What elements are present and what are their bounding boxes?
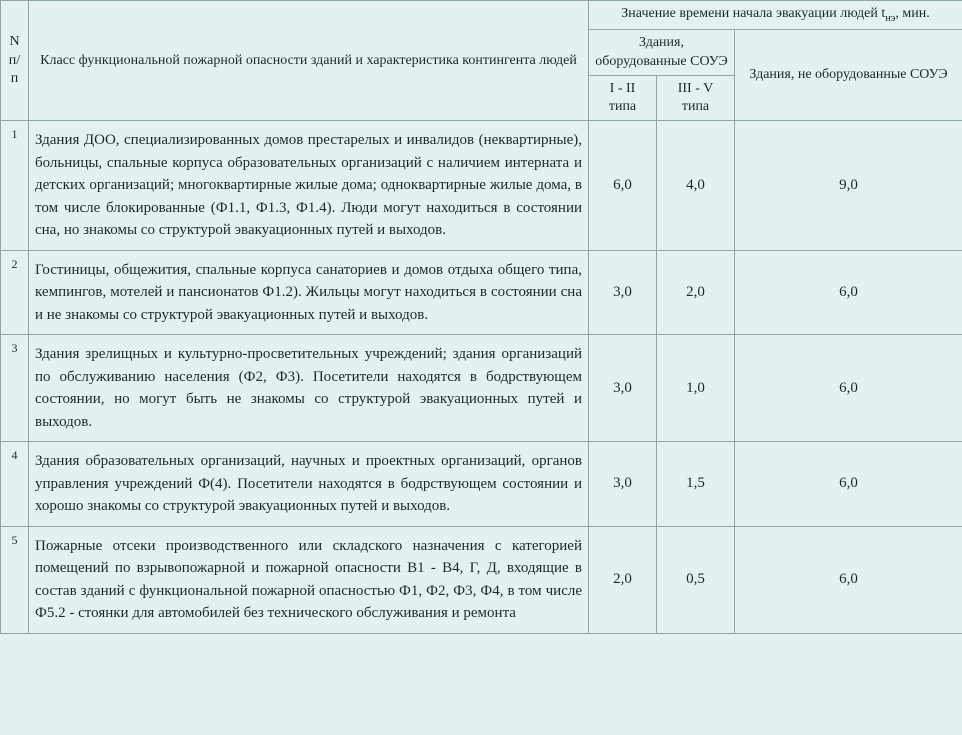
- row-value-v1: 3,0: [589, 442, 657, 527]
- row-value-v2: 4,0: [657, 121, 735, 251]
- row-description: Здания ДОО, специализированных домов пре…: [29, 121, 589, 251]
- row-value-v3: 6,0: [735, 526, 962, 633]
- header-type-a: I - II типа: [589, 75, 657, 120]
- row-description: Здания образовательных организаций, науч…: [29, 442, 589, 527]
- row-value-v3: 6,0: [735, 250, 962, 335]
- table-row: 2Гостиницы, общежития, спальные корпуса …: [1, 250, 962, 335]
- row-value-v1: 3,0: [589, 335, 657, 442]
- row-value-v2: 1,0: [657, 335, 735, 442]
- row-value-v1: 6,0: [589, 121, 657, 251]
- table-row: 5Пожарные отсеки производственного или с…: [1, 526, 962, 633]
- row-value-v1: 3,0: [589, 250, 657, 335]
- table-row: 3Здания зрелищных и культурно-просветите…: [1, 335, 962, 442]
- row-number: 4: [1, 442, 29, 527]
- row-number: 3: [1, 335, 29, 442]
- header-time-prefix: Значение времени начала эвакуации людей …: [621, 6, 885, 21]
- header-time-group: Значение времени начала эвакуации людей …: [589, 1, 962, 30]
- row-number: 5: [1, 526, 29, 633]
- row-description: Гостиницы, общежития, спальные корпуса с…: [29, 250, 589, 335]
- row-value-v2: 1,5: [657, 442, 735, 527]
- header-not-equipped: Здания, не оборудованные СОУЭ: [735, 30, 962, 121]
- header-class: Класс функциональной пожарной опасности …: [29, 1, 589, 121]
- row-value-v3: 9,0: [735, 121, 962, 251]
- table-body: 1Здания ДОО, специализированных домов пр…: [1, 121, 962, 634]
- row-description: Пожарные отсеки производственного или ск…: [29, 526, 589, 633]
- header-type-b: III - V типа: [657, 75, 735, 120]
- table-row: 4Здания образовательных организаций, нау…: [1, 442, 962, 527]
- row-value-v2: 2,0: [657, 250, 735, 335]
- header-equipped: Здания, оборудованные СОУЭ: [589, 30, 735, 75]
- header-time-suffix: , мин.: [895, 6, 929, 21]
- header-time-sub: нэ: [885, 13, 895, 24]
- row-value-v1: 2,0: [589, 526, 657, 633]
- row-value-v3: 6,0: [735, 442, 962, 527]
- row-value-v3: 6,0: [735, 335, 962, 442]
- table-header: N п/п Класс функциональной пожарной опас…: [1, 1, 962, 121]
- row-number: 2: [1, 250, 29, 335]
- table-row: 1Здания ДОО, специализированных домов пр…: [1, 121, 962, 251]
- evacuation-time-table: N п/п Класс функциональной пожарной опас…: [0, 0, 962, 634]
- row-number: 1: [1, 121, 29, 251]
- header-index: N п/п: [1, 1, 29, 121]
- row-description: Здания зрелищных и культурно-просветител…: [29, 335, 589, 442]
- row-value-v2: 0,5: [657, 526, 735, 633]
